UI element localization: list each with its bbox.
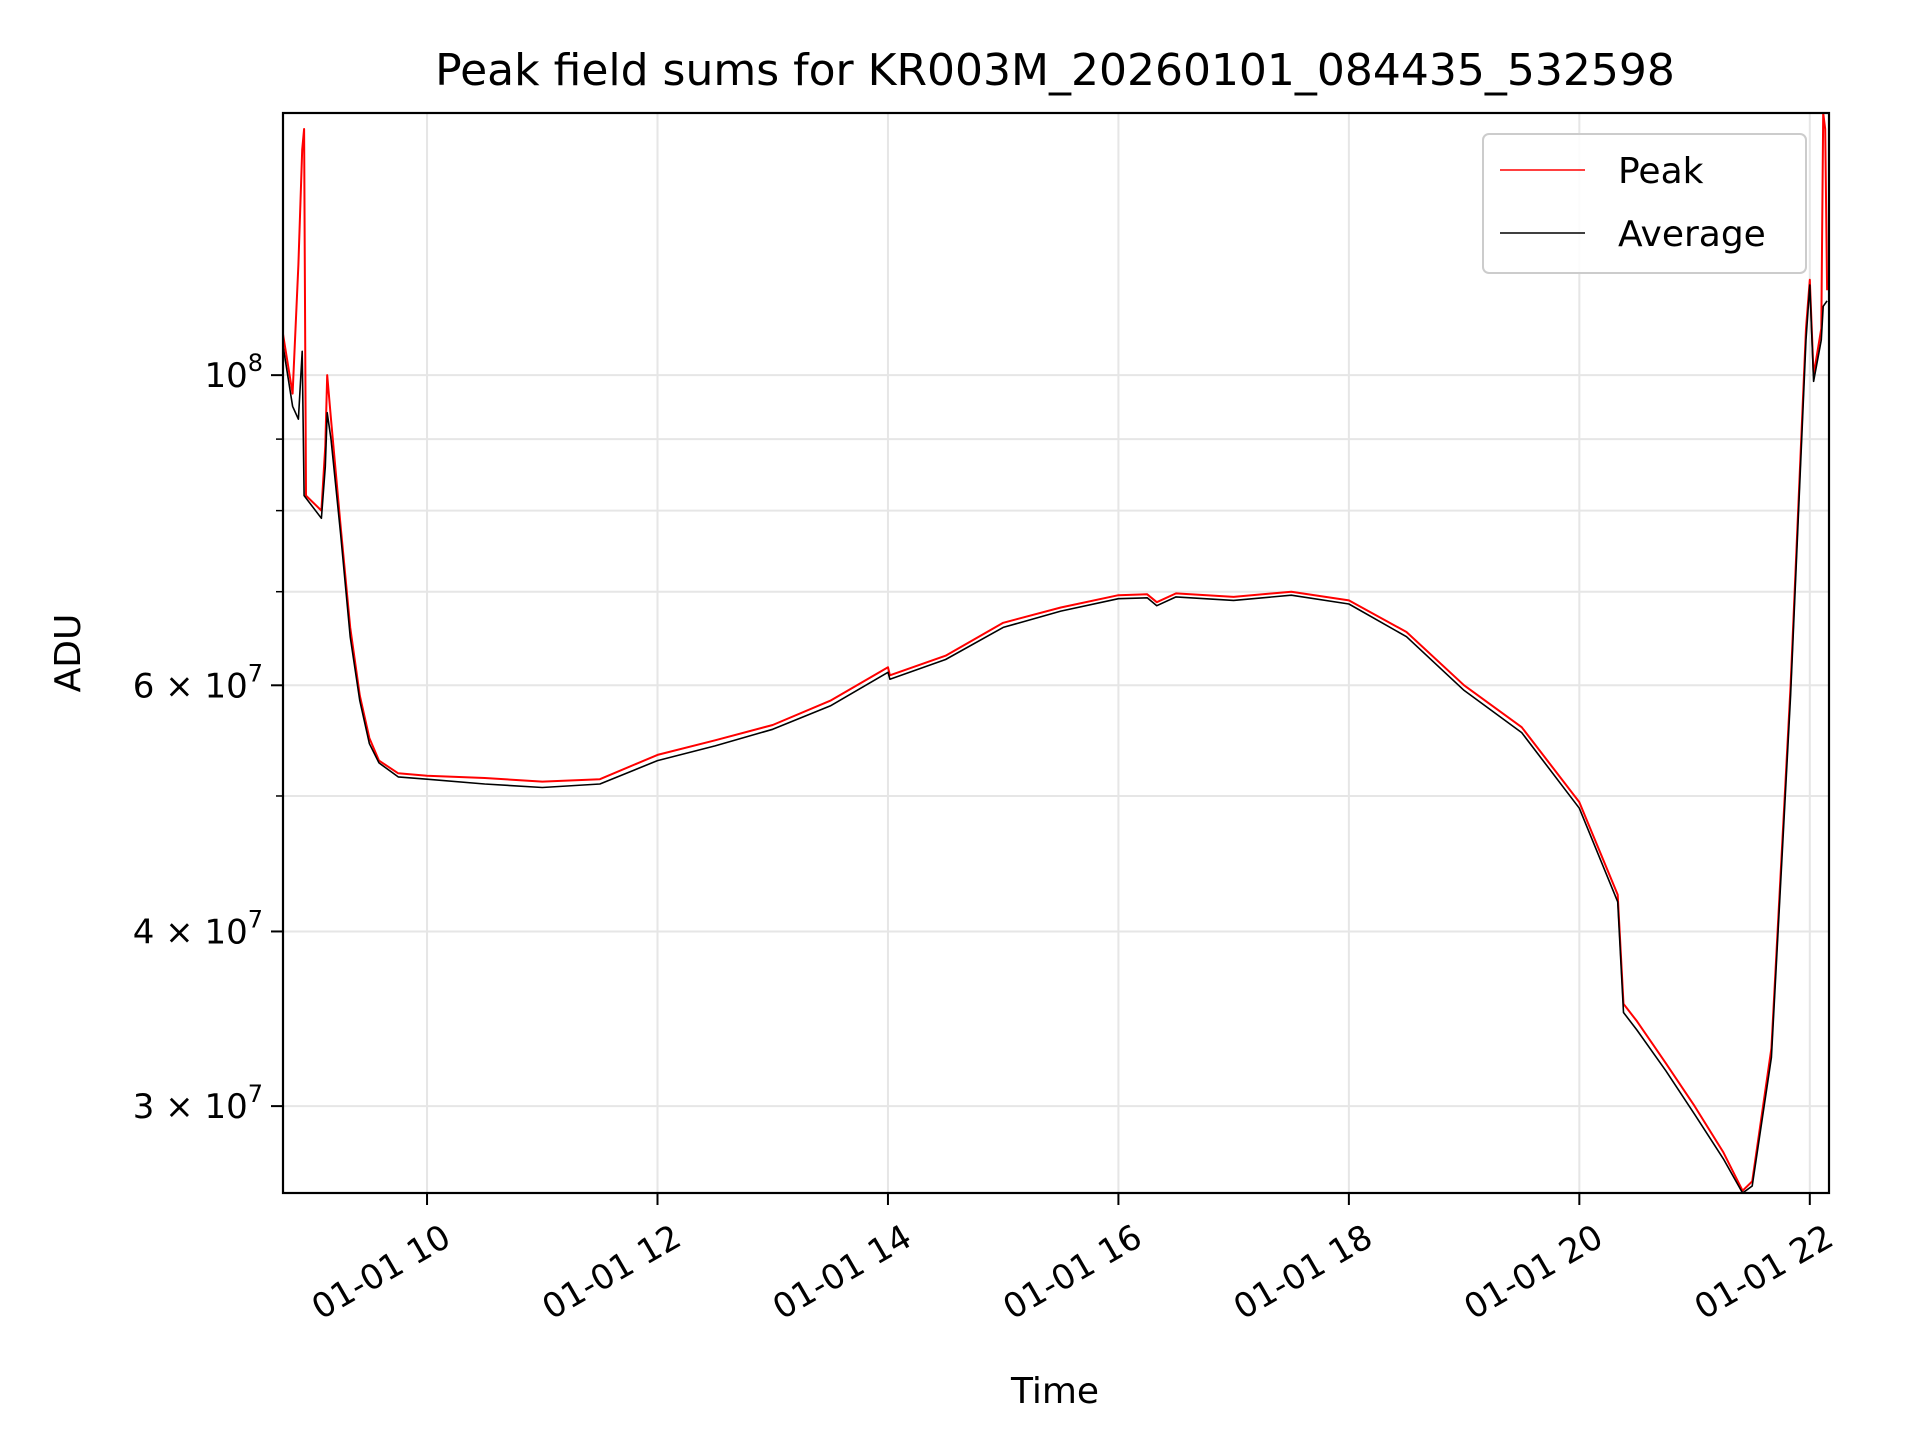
y-axis-label: ADU <box>48 614 89 693</box>
legend: Peak Average <box>1482 133 1807 274</box>
legend-box <box>1482 133 1807 274</box>
grid-lines <box>283 113 1829 1193</box>
y-tick-label: 108 <box>204 349 263 396</box>
series-group <box>283 113 1829 1193</box>
y-tick-label: 6 × 107 <box>133 659 263 706</box>
y-tick-label: 4 × 107 <box>133 905 263 952</box>
series-line-peak <box>283 113 1829 1192</box>
legend-label-peak: Peak <box>1618 151 1704 192</box>
y-tick-label: 3 × 107 <box>133 1080 263 1127</box>
plot-frame <box>281 111 1831 1195</box>
series-line-average <box>283 284 1828 1193</box>
x-axis-label: Time <box>1010 1371 1099 1412</box>
chart-title: Peak field sums for KR003M_20260101_0844… <box>435 45 1675 96</box>
legend-label-average: Average <box>1618 214 1766 255</box>
